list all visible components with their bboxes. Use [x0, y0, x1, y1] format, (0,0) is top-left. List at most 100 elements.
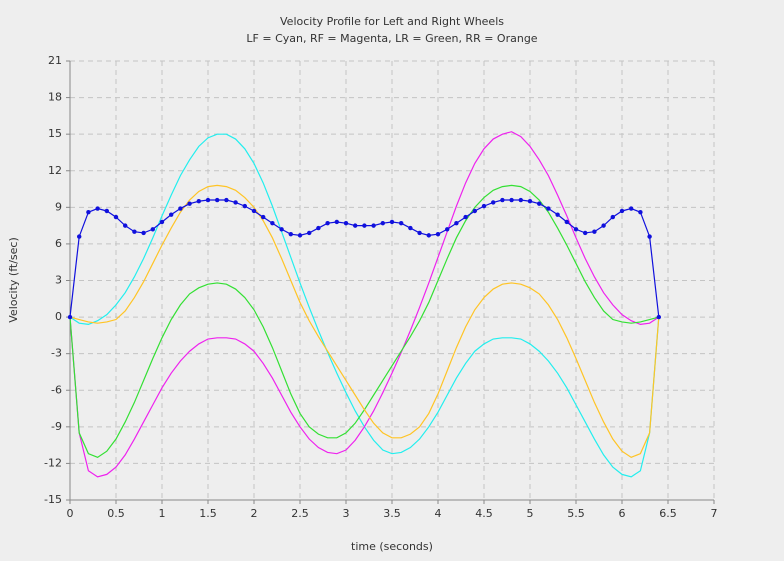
data-point	[104, 208, 110, 214]
data-point	[583, 230, 588, 236]
data-point	[527, 199, 533, 204]
y-tick-label: -3	[51, 347, 62, 360]
series-line	[69, 131, 660, 478]
data-point	[610, 214, 615, 220]
x-tick-label: 4.5	[475, 507, 493, 520]
data-point	[454, 220, 459, 226]
data-point	[619, 208, 625, 214]
data-point	[380, 220, 385, 226]
chart-title: Velocity Profile for Left and Right Whee…	[280, 15, 504, 28]
data-point	[371, 223, 376, 228]
x-tick-label: 2	[251, 507, 258, 520]
data-point	[224, 197, 229, 203]
data-point	[546, 206, 551, 211]
y-tick-label: 18	[48, 91, 62, 104]
y-tick-label: 3	[55, 274, 62, 287]
data-point	[261, 214, 266, 220]
data-point	[389, 219, 395, 225]
data-point	[233, 200, 238, 205]
y-tick-label: 21	[48, 54, 62, 67]
data-point	[279, 227, 284, 232]
x-tick-label: 0.5	[107, 507, 125, 520]
data-point	[638, 210, 643, 215]
y-tick-label: 9	[55, 200, 62, 213]
data-point	[270, 220, 275, 226]
y-tick-label: -12	[44, 456, 62, 469]
x-tick-label: 2.5	[291, 507, 309, 520]
y-tick-label: 15	[48, 127, 62, 140]
series-line	[69, 184, 660, 458]
data-point	[242, 203, 247, 209]
data-point	[150, 227, 155, 232]
data-point	[408, 225, 413, 231]
x-tick-label: 1.5	[199, 507, 217, 520]
data-point	[445, 227, 450, 232]
data-point	[509, 197, 514, 203]
data-point	[656, 314, 661, 320]
data-point	[95, 206, 100, 211]
data-point	[77, 234, 82, 239]
data-point	[537, 201, 542, 206]
y-tick-label: 0	[55, 310, 62, 323]
data-point	[169, 212, 174, 217]
x-tick-label: 0	[67, 507, 74, 520]
x-tick-label: 5	[527, 507, 534, 520]
data-point	[592, 229, 597, 234]
y-tick-label: -6	[51, 383, 62, 396]
data-point	[113, 214, 119, 220]
data-point	[555, 212, 560, 217]
data-point	[215, 197, 220, 203]
data-point	[132, 229, 137, 234]
chart-subtitle: LF = Cyan, RF = Magenta, LR = Green, RR …	[246, 32, 537, 45]
data-point	[251, 208, 257, 214]
data-point	[307, 230, 312, 236]
data-point	[297, 233, 303, 238]
data-point	[159, 219, 165, 225]
data-point	[67, 314, 73, 320]
data-point	[362, 223, 367, 228]
data-point	[334, 219, 339, 225]
data-point	[500, 197, 505, 203]
data-point	[463, 214, 468, 220]
data-point	[417, 230, 422, 236]
data-point	[472, 208, 477, 214]
y-tick-label: -9	[51, 420, 62, 433]
data-point	[435, 231, 441, 237]
data-point	[573, 227, 579, 232]
data-point	[288, 231, 293, 237]
data-point	[629, 206, 634, 211]
x-tick-label: 7	[711, 507, 718, 520]
x-tick-label: 5.5	[567, 507, 585, 520]
y-tick-label: 6	[55, 237, 62, 250]
data-point	[123, 223, 128, 228]
data-point	[647, 234, 652, 239]
data-point	[141, 230, 146, 236]
data-point	[426, 233, 431, 238]
data-point	[86, 210, 91, 215]
x-axis-label: time (seconds)	[351, 540, 433, 553]
data-point	[564, 219, 569, 225]
data-point	[353, 223, 358, 228]
y-tick-label: -15	[44, 493, 62, 506]
data-point	[481, 203, 487, 209]
x-tick-label: 6	[619, 507, 626, 520]
data-point	[601, 223, 606, 228]
data-point	[178, 206, 183, 211]
x-tick-label: 3	[343, 507, 350, 520]
x-tick-label: 1	[159, 507, 166, 520]
data-point	[325, 220, 330, 226]
data-point	[316, 225, 321, 231]
x-tick-label: 3.5	[383, 507, 401, 520]
data-point	[196, 199, 201, 204]
data-point	[518, 197, 523, 203]
data-point	[399, 220, 404, 226]
data-point	[205, 197, 211, 203]
x-tick-label: 6.5	[659, 507, 677, 520]
y-axis-label: Velocity (ft/sec)	[7, 237, 20, 322]
data-point	[187, 201, 192, 206]
y-tick-label: 12	[48, 164, 62, 177]
data-point	[343, 220, 349, 226]
x-tick-label: 4	[435, 507, 442, 520]
